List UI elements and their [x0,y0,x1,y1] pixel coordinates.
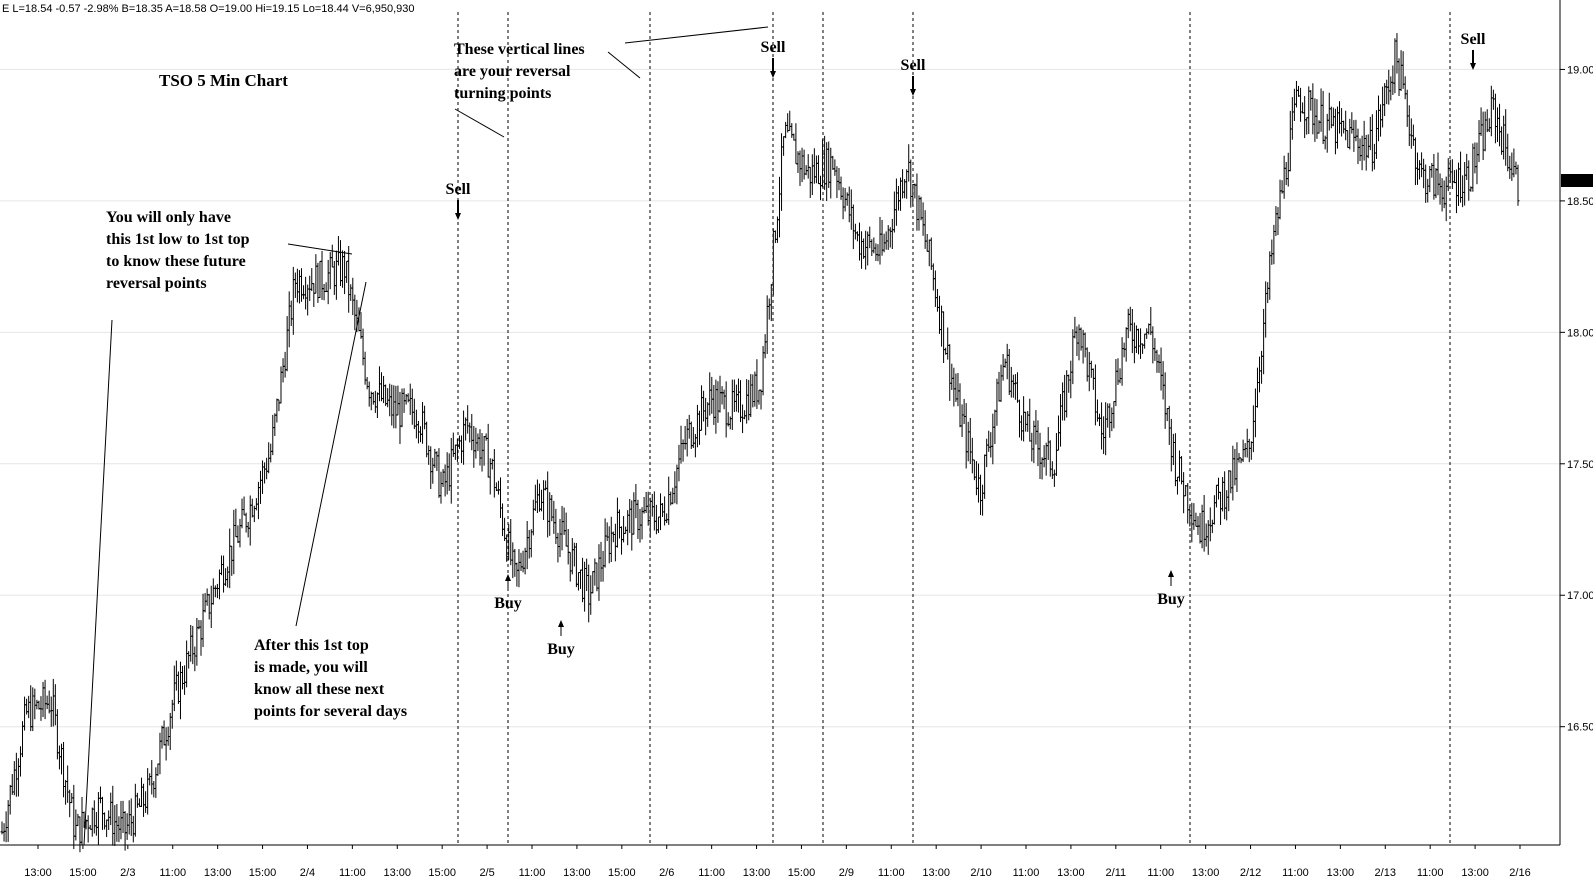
note-vertical-lines-line-2: are your reversal [454,63,571,80]
signal-buy-label: Buy [1157,591,1185,608]
note-after-top-line-2: is made, you will [254,659,368,676]
note-after-top-line-4: points for several days [254,703,407,720]
note-after-top: After this 1st top is made, you will kno… [254,637,407,720]
y-axis: 16.50 17.00 17.50 18.00 18.50 19.00 [1560,64,1593,734]
x-tick-label-30: 2/13 [1375,867,1396,879]
x-tick-label-28: 11:00 [1282,867,1309,879]
pointer-vertical-lines-2 [607,51,641,79]
x-tick-label-32: 13:00 [1461,867,1489,879]
ohlc-bars [0,33,1520,853]
x-tick-label-4: 13:00 [204,867,232,879]
pointer-first-top [287,243,353,255]
x-tick-label-24: 2/11 [1106,867,1127,879]
last-price-box: 18.55 [1561,174,1593,188]
x-tick-label-23: 13:00 [1057,867,1085,879]
x-tick-label-16: 13:00 [743,867,771,879]
quote-header: E L=18.54 -0.57 -2.98% B=18.35 A=18.58 O… [2,3,415,15]
signal-sell-label: Sell [1461,31,1486,48]
x-tick-label-22: 11:00 [1013,867,1040,879]
note-vertical-lines-line-3: turning points [454,85,551,102]
trade-signals: Sell Buy Buy Sell Sell Buy Sell [446,31,1486,658]
x-tick-label-21: 2/10 [970,867,991,879]
signal-sell-label: Sell [761,39,786,56]
signal-buy-label: Buy [494,595,522,612]
y-tick-label-1: 17.00 [1567,590,1593,602]
signal-sell-label: Sell [446,181,471,198]
x-tick-label-0: 13:00 [24,867,52,879]
pointer-first-low [83,319,113,846]
pointer-after-top [295,281,367,627]
note-first-low-line-3: to know these future [106,253,246,270]
x-tick-label-27: 2/12 [1240,867,1261,879]
arrow-down-head-icon [1470,63,1476,70]
y-tick-label-4: 18.50 [1567,196,1593,208]
y-tick-label-3: 18.00 [1567,327,1593,339]
arrow-up-head-icon [1168,570,1174,577]
pointer-vertical-lines-1 [454,108,505,138]
note-first-low-line-2: this 1st low to 1st top [106,231,250,248]
x-tick-label-20: 13:00 [922,867,950,879]
y-tick-label-5: 19.00 [1567,64,1593,76]
note-first-low-line-4: reversal points [106,275,207,292]
x-tick-label-26: 13:00 [1192,867,1220,879]
x-tick-label-13: 15:00 [608,867,636,879]
x-tick-label-8: 13:00 [384,867,412,879]
x-tick-label-14: 2/6 [659,867,674,879]
x-tick-label-31: 11:00 [1417,867,1444,879]
x-tick-label-10: 2/5 [479,867,494,879]
x-tick-label-18: 2/9 [839,867,854,879]
note-vertical-lines: These vertical lines are your reversal t… [454,41,585,102]
x-tick-label-5: 15:00 [249,867,277,879]
signal-buy-label: Buy [547,641,575,658]
note-first-low: You will only have this 1st low to 1st t… [106,209,250,292]
signal-sell-label: Sell [901,57,926,74]
x-tick-label-19: 11:00 [878,867,905,879]
x-axis: 13:00 15:00 2/3 11:00 13:00 15:00 2/4 11:00 13:0… [24,845,1531,879]
x-tick-label-7: 11:00 [339,867,366,879]
x-tick-label-6: 2/4 [300,867,315,879]
arrow-up-head-icon [505,574,511,581]
x-tick-label-25: 11:00 [1147,867,1174,879]
x-tick-label-9: 15:00 [428,867,456,879]
note-after-top-line-3: know all these next [254,681,385,698]
chart-title: TSO 5 Min Chart [159,71,288,90]
last-price-label: 18.55 [1563,176,1591,188]
x-tick-label-33: 2/16 [1509,867,1530,879]
x-tick-label-12: 13:00 [563,867,591,879]
y-tick-label-0: 16.50 [1567,722,1593,734]
arrow-down-head-icon [455,213,461,220]
x-tick-label-11: 11:00 [519,867,546,879]
gridlines [0,68,1560,728]
annotation-pointer-lines [83,26,769,846]
x-tick-label-1: 15:00 [69,867,97,879]
note-after-top-line-1: After this 1st top [254,637,369,654]
arrow-down-head-icon [910,89,916,96]
note-first-low-line-1: You will only have [106,209,231,226]
x-tick-label-3: 11:00 [159,867,186,879]
arrow-up-head-icon [558,620,564,627]
note-vertical-lines-line-1: These vertical lines [454,41,585,58]
x-tick-label-17: 15:00 [788,867,816,879]
pointer-vertical-lines-3 [624,26,769,44]
x-tick-label-29: 13:00 [1327,867,1355,879]
arrow-down-head-icon [770,71,776,78]
y-tick-label-2: 17.50 [1567,459,1593,471]
x-tick-label-2: 2/3 [120,867,135,879]
x-tick-label-15: 11:00 [698,867,725,879]
